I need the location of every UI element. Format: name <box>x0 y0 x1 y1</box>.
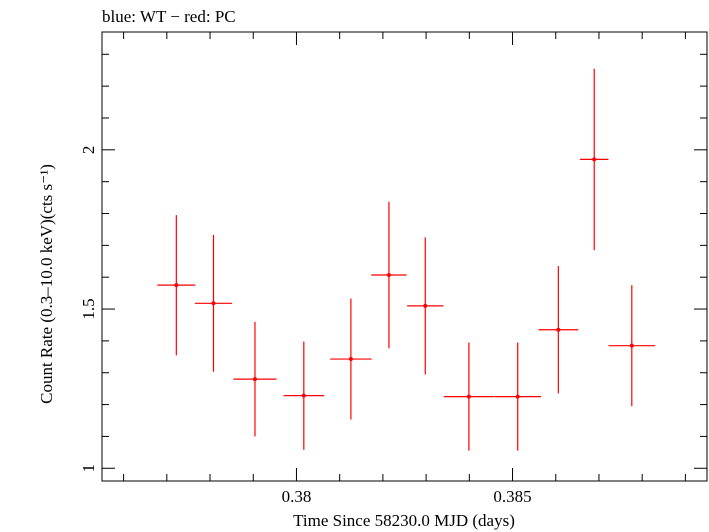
plot-frame <box>101 31 708 482</box>
data-point <box>211 301 216 306</box>
data-point-group <box>194 234 233 372</box>
x-tick-label: 0.38 <box>282 487 312 506</box>
data-point-group <box>330 298 372 420</box>
chart-title: blue: WT − red: PC <box>102 7 236 26</box>
data-point <box>386 272 391 277</box>
data-point-group <box>407 237 444 375</box>
y-tick-label: 1.5 <box>79 298 98 319</box>
data-point <box>466 394 471 399</box>
data-point-group <box>494 342 542 451</box>
data-point-group <box>283 341 325 450</box>
data-point-group <box>157 215 196 356</box>
x-axis-ticks: 0.38 0.385 <box>123 32 686 506</box>
data-point <box>301 393 306 398</box>
data-point <box>423 303 428 308</box>
data-point <box>348 357 353 362</box>
data-point-group <box>233 321 277 437</box>
data-point <box>629 343 634 348</box>
data-series <box>157 68 656 451</box>
y-tick-label: 1 <box>79 464 98 473</box>
data-point <box>592 157 597 162</box>
y-axis-ticks: 11.52 <box>79 53 707 473</box>
data-point-group <box>443 342 494 451</box>
y-axis-label: Count Rate (0.3–10.0 keV)(cts s⁻¹) <box>37 164 56 404</box>
data-point-group <box>608 285 656 407</box>
x-tick-label: 0.385 <box>493 487 531 506</box>
y-tick-label: 2 <box>79 146 98 155</box>
data-point <box>515 394 520 399</box>
data-point <box>556 327 561 332</box>
data-point-group <box>371 201 407 349</box>
x-axis-label: Time Since 58230.0 MJD (days) <box>293 511 515 530</box>
data-point-group <box>579 68 609 251</box>
data-point <box>252 377 257 382</box>
data-point-group <box>538 266 579 394</box>
data-point <box>174 283 179 288</box>
